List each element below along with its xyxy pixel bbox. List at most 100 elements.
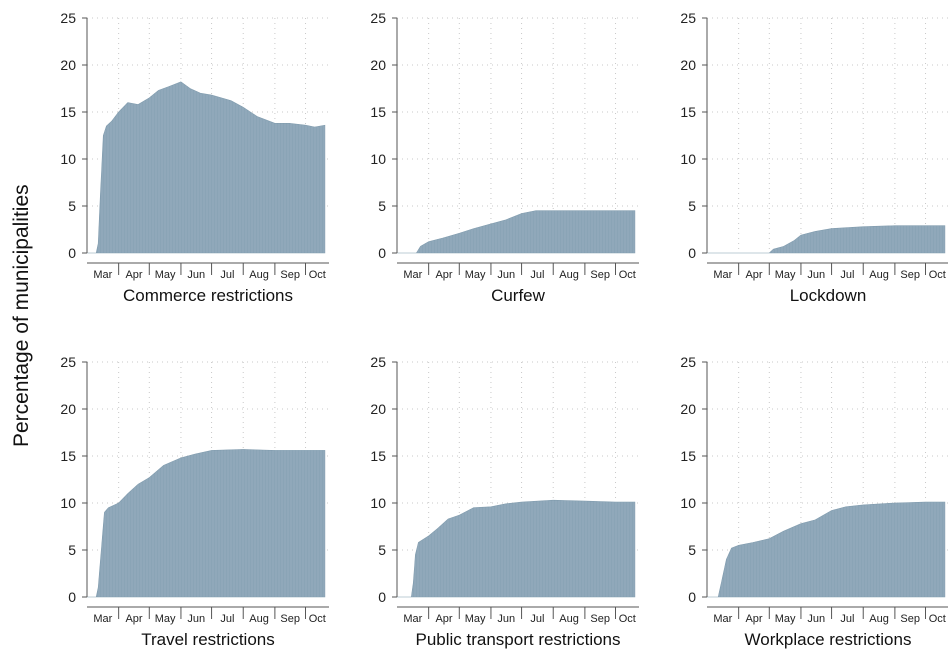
y-tick-label: 20 xyxy=(680,401,696,417)
x-tick-label: Mar xyxy=(93,269,112,281)
y-tick-label: 5 xyxy=(688,542,696,558)
y-tick-label: 15 xyxy=(680,104,696,120)
x-tick-label: Mar xyxy=(713,269,732,281)
x-tick-label: Apr xyxy=(125,269,142,281)
panel-title: Public transport restrictions xyxy=(415,630,620,649)
x-tick-label: May xyxy=(465,269,486,281)
y-tick-label: 10 xyxy=(680,495,696,511)
x-tick-label: Sep xyxy=(280,613,300,625)
data-area xyxy=(707,501,946,598)
panel-title: Workplace restrictions xyxy=(745,630,912,649)
x-tick-label: Sep xyxy=(590,613,610,625)
x-tick-label: Apr xyxy=(435,269,452,281)
x-tick-label: Jun xyxy=(807,613,825,625)
x-tick-label: Jul xyxy=(220,269,234,281)
x-tick-label: Apr xyxy=(125,613,142,625)
x-tick-label: Aug xyxy=(559,613,579,625)
x-tick-label: Aug xyxy=(869,613,889,625)
data-area xyxy=(87,449,326,598)
x-tick-label: Apr xyxy=(435,613,452,625)
x-tick-label: Oct xyxy=(619,269,636,281)
chart-panel-4: 0 5 10 15 20 25 Mar Apr May Jun Jul Aug Sep Oct Travel… xyxy=(60,354,329,649)
x-tick-label: Mar xyxy=(93,613,112,625)
y-tick-label: 5 xyxy=(378,542,386,558)
y-tick-label: 10 xyxy=(60,151,76,167)
x-tick-label: May xyxy=(155,269,176,281)
x-tick-label: Jun xyxy=(187,613,205,625)
y-tick-label: 10 xyxy=(60,495,76,511)
x-tick-label: Apr xyxy=(745,269,762,281)
x-tick-label: Oct xyxy=(309,269,326,281)
x-tick-label: Jul xyxy=(840,613,854,625)
y-tick-label: 0 xyxy=(378,589,386,605)
data-area xyxy=(87,81,326,254)
y-tick-label: 25 xyxy=(60,10,76,26)
y-tick-label: 10 xyxy=(370,495,386,511)
y-tick-label: 25 xyxy=(680,10,696,26)
x-tick-label: May xyxy=(775,269,796,281)
x-tick-label: Jun xyxy=(497,269,515,281)
y-tick-label: 0 xyxy=(68,245,76,261)
x-tick-label: Aug xyxy=(249,269,269,281)
x-tick-label: Jul xyxy=(530,269,544,281)
x-tick-label: Mar xyxy=(403,613,422,625)
panel-title: Curfew xyxy=(491,286,546,305)
x-tick-label: May xyxy=(465,613,486,625)
data-bar-texture xyxy=(709,502,945,597)
data-bar-texture xyxy=(709,225,945,253)
data-area xyxy=(707,225,946,254)
x-tick-label: Aug xyxy=(869,269,889,281)
y-tick-label: 20 xyxy=(370,401,386,417)
y-tick-label: 10 xyxy=(370,151,386,167)
x-tick-label: Oct xyxy=(309,613,326,625)
chart-panel-2: 0 5 10 15 20 25 Mar Apr May Jun Jul Aug Sep Oct Curfew xyxy=(370,10,639,305)
x-tick-label: Sep xyxy=(280,269,300,281)
x-tick-label: May xyxy=(155,613,176,625)
x-tick-label: May xyxy=(775,613,796,625)
y-tick-label: 25 xyxy=(680,354,696,370)
x-tick-label: Mar xyxy=(713,613,732,625)
chart-panel-1: 0 5 10 15 20 25 Mar Apr May Jun Jul Aug Sep Oct Commer… xyxy=(60,10,329,305)
x-tick-label: Aug xyxy=(559,269,579,281)
y-tick-label: 0 xyxy=(688,589,696,605)
data-area xyxy=(397,499,636,598)
y-tick-label: 20 xyxy=(60,57,76,73)
y-tick-label: 15 xyxy=(370,104,386,120)
panel-title: Travel restrictions xyxy=(141,630,275,649)
y-tick-label: 0 xyxy=(688,245,696,261)
y-tick-label: 10 xyxy=(680,151,696,167)
y-tick-label: 20 xyxy=(370,57,386,73)
x-tick-label: Jul xyxy=(530,613,544,625)
data-bar-texture xyxy=(89,81,325,253)
y-tick-label: 5 xyxy=(68,198,76,214)
x-tick-label: Apr xyxy=(745,613,762,625)
panel-title: Lockdown xyxy=(790,286,867,305)
y-tick-label: 25 xyxy=(60,354,76,370)
x-tick-label: Sep xyxy=(900,613,920,625)
x-tick-label: Jun xyxy=(497,613,515,625)
y-tick-label: 5 xyxy=(688,198,696,214)
x-tick-label: Jun xyxy=(187,269,205,281)
x-tick-label: Sep xyxy=(900,269,920,281)
y-tick-label: 0 xyxy=(68,589,76,605)
y-tick-label: 15 xyxy=(680,448,696,464)
x-tick-label: Mar xyxy=(403,269,422,281)
y-tick-label: 15 xyxy=(370,448,386,464)
y-tick-label: 5 xyxy=(68,542,76,558)
y-tick-label: 15 xyxy=(60,448,76,464)
y-tick-label: 20 xyxy=(60,401,76,417)
x-tick-label: Oct xyxy=(929,269,946,281)
y-tick-label: 25 xyxy=(370,10,386,26)
x-tick-label: Jul xyxy=(840,269,854,281)
y-tick-label: 15 xyxy=(60,104,76,120)
data-area xyxy=(397,210,636,254)
y-tick-label: 0 xyxy=(378,245,386,261)
chart-panel-6: 0 5 10 15 20 25 Mar Apr May Jun Jul Aug Sep Oct Workpl… xyxy=(680,354,948,649)
y-tick-label: 20 xyxy=(680,57,696,73)
x-tick-label: Oct xyxy=(929,613,946,625)
panel-title: Commerce restrictions xyxy=(123,286,293,305)
y-tick-label: 25 xyxy=(370,354,386,370)
chart-panel-5: 0 5 10 15 20 25 Mar Apr May Jun Jul Aug Sep Oct Public… xyxy=(370,354,639,649)
x-tick-label: Jun xyxy=(807,269,825,281)
